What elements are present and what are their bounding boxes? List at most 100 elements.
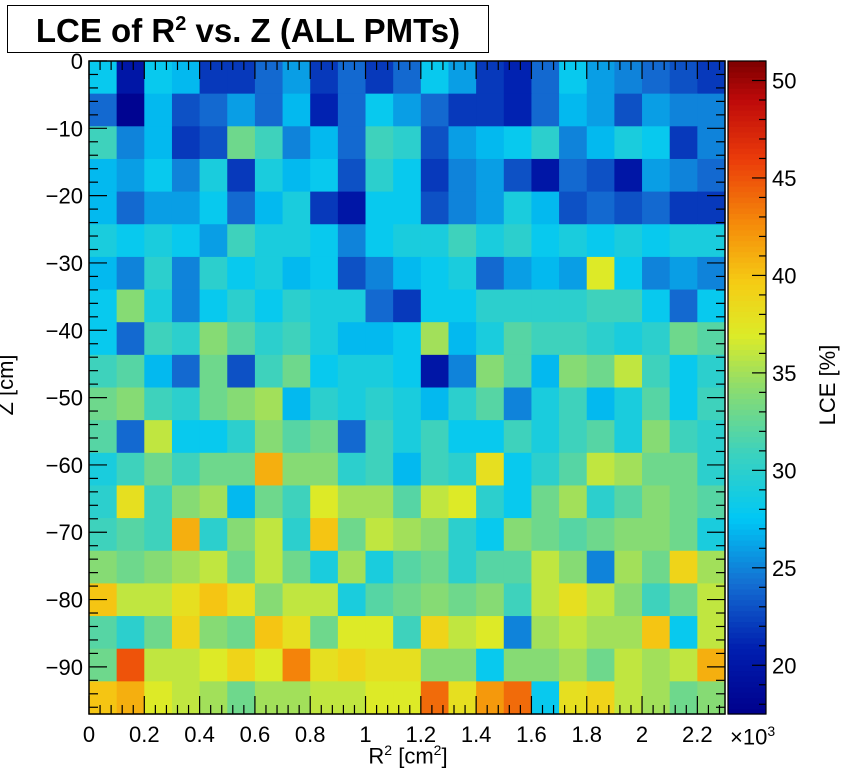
heatmap-cell (171, 289, 201, 323)
heatmap-cell (420, 289, 450, 323)
heatmap-cell (116, 420, 145, 454)
heatmap-cell (476, 256, 505, 291)
heatmap-cell (227, 452, 256, 487)
heatmap-cell (642, 354, 671, 389)
heatmap-cell (614, 550, 643, 584)
heatmap-cell (448, 224, 477, 258)
heatmap-cell (559, 681, 588, 715)
x-tick-label: 2 (636, 722, 648, 747)
palette-band (728, 594, 766, 601)
palette-band (728, 626, 766, 633)
heatmap-cell (614, 681, 643, 715)
heatmap-cell (420, 387, 450, 421)
palette-band (728, 333, 766, 340)
heatmap-cell (393, 289, 422, 323)
heatmap-cell (144, 583, 173, 617)
heatmap-cell (310, 256, 339, 291)
y-tick-label: −20 (46, 184, 83, 209)
heatmap-cell (144, 452, 173, 487)
heatmap-cell (227, 616, 256, 650)
heatmap-cell (642, 616, 671, 650)
heatmap-cell (393, 354, 422, 389)
heatmap-cell (227, 354, 256, 389)
heatmap-cell (310, 191, 339, 225)
palette-band (728, 99, 766, 106)
heatmap-cell (420, 485, 450, 519)
heatmap-cell (642, 648, 671, 682)
heatmap-cell (531, 616, 560, 650)
heatmap-cell (365, 256, 394, 291)
heatmap-cell (531, 452, 560, 487)
heatmap-cell (254, 616, 284, 650)
heatmap-cell (144, 191, 173, 225)
heatmap-cell (393, 256, 422, 291)
heatmap-cell (282, 126, 311, 160)
heatmap-cell (282, 583, 311, 617)
heatmap-cell (697, 550, 726, 584)
heatmap-cell (254, 126, 284, 160)
heatmap-cell (420, 93, 450, 127)
heatmap-cell (642, 93, 671, 127)
heatmap-cell (227, 387, 256, 421)
heatmap-cell (199, 256, 228, 291)
heatmap-cell (697, 191, 726, 225)
palette-band (728, 665, 766, 672)
heatmap-cell (144, 681, 173, 715)
heatmap-cell (365, 420, 394, 454)
y-tick-label: −60 (46, 453, 83, 478)
heatmap-cell (337, 191, 367, 225)
palette-band (728, 605, 766, 612)
heatmap-cell (89, 322, 118, 356)
heatmap-cell (448, 485, 477, 519)
heatmap-cell (116, 387, 145, 421)
heatmap-cell (476, 354, 505, 389)
x-tick-label: 2.2 (682, 722, 713, 747)
heatmap-cell (393, 681, 422, 715)
palette-band (728, 599, 766, 606)
palette-band (728, 616, 766, 623)
heatmap-cell (642, 191, 671, 225)
heatmap-cell (227, 681, 256, 715)
heatmap-cell (89, 224, 118, 258)
heatmap-cell (697, 289, 726, 323)
heatmap-cell (310, 452, 339, 487)
palette-band (728, 528, 766, 536)
heatmap-cell (89, 61, 118, 95)
x-axis-title: R2 [cm2] (368, 742, 448, 769)
heatmap-cell (227, 191, 256, 225)
palette-band (728, 518, 766, 525)
heatmap-cell (420, 681, 450, 715)
heatmap-cell (503, 420, 533, 454)
heatmap-cell (448, 322, 477, 356)
heatmap-cell (144, 648, 173, 682)
heatmap-cell (586, 158, 615, 193)
heatmap-cell (420, 452, 450, 487)
heatmap-cell (144, 289, 173, 323)
heatmap-cell (365, 550, 394, 584)
palette-band (728, 490, 766, 497)
heatmap-cell (531, 518, 560, 552)
heatmap-cell (642, 256, 671, 291)
palette-band (728, 262, 766, 269)
heatmap-cell (642, 289, 671, 323)
heatmap-cell (476, 387, 505, 421)
heatmap-cell (393, 485, 422, 519)
heatmap-cell (614, 191, 643, 225)
heatmap-cell (476, 191, 505, 225)
heatmap-cell (393, 550, 422, 584)
heatmap-cell (227, 648, 256, 682)
heatmap-cell (642, 452, 671, 487)
palette-band (728, 371, 766, 378)
heatmap-cell (503, 224, 533, 258)
heatmap-cell (365, 322, 394, 356)
z-tick-label: 25 (772, 556, 796, 581)
heatmap-cell (476, 93, 505, 127)
palette-band (728, 441, 766, 448)
heatmap-cell (199, 322, 228, 356)
heatmap-cell (227, 61, 256, 95)
heatmap-cell (559, 583, 588, 617)
heatmap-cell (586, 420, 615, 454)
heatmap-cell (614, 518, 643, 552)
palette-band (728, 300, 766, 307)
heatmap-cell (531, 158, 560, 193)
